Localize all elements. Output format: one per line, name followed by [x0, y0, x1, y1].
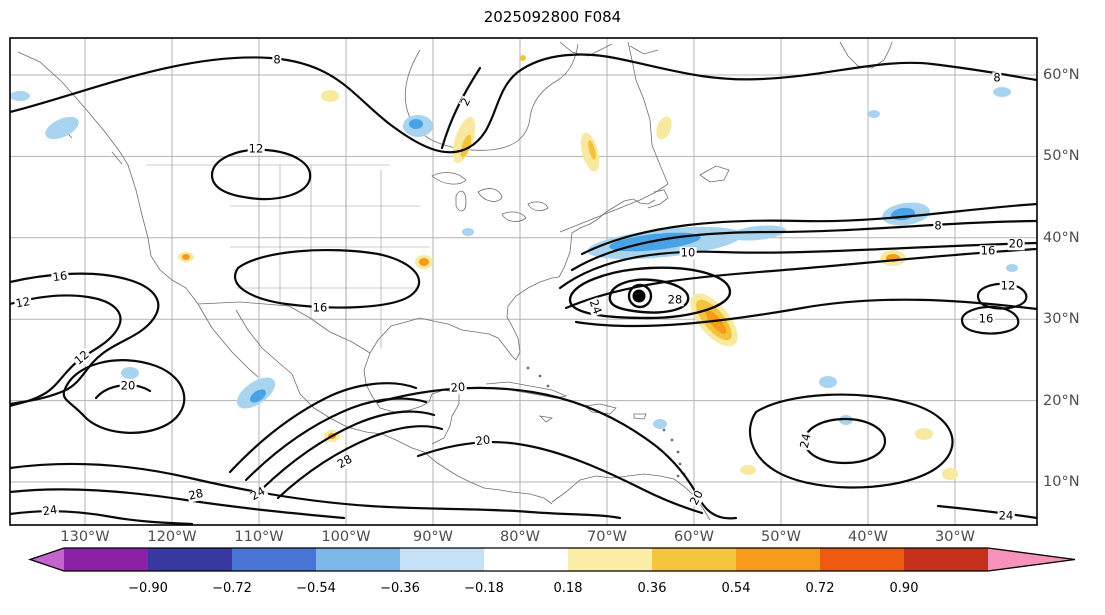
storm-center-dot [632, 289, 646, 303]
colorbar-tick-label: −0.72 [212, 581, 252, 596]
contour-label: 12 [999, 278, 1017, 293]
latitude-tick-label: 20°N [1043, 392, 1080, 409]
contour-label: 8 [933, 218, 943, 233]
contour-label: 20 [473, 432, 493, 449]
contour-label: 12 [13, 294, 33, 311]
colorbar-tick-label: −0.36 [380, 581, 420, 596]
contour-label: 16 [50, 268, 70, 285]
latitude-tick-label: 50°N [1043, 148, 1080, 165]
longitude-tick-label: 80°W [499, 529, 541, 545]
longitude-tick-label: 120°W [147, 529, 197, 545]
contour-label: 16 [979, 243, 997, 258]
coastlines-layer [17, 41, 893, 521]
longitude-tick-label: 70°W [586, 529, 628, 545]
colorbar-tick-label: −0.54 [296, 581, 336, 596]
longitude-tick-label: 100°W [321, 529, 371, 545]
colorbar-tick-label: 0.72 [805, 581, 835, 596]
contour-label: 16 [977, 311, 995, 326]
contour-label: 20 [449, 379, 467, 395]
colorbar-tick-label: 0.18 [553, 581, 583, 596]
colorbar [27, 547, 1076, 572]
contour-label: 20 [1007, 236, 1025, 251]
contour-label: 28 [666, 292, 684, 307]
longitude-tick-label: 110°W [234, 529, 284, 545]
contour-label: 24 [997, 508, 1015, 523]
colorbar-tick-label: 0.54 [721, 581, 751, 596]
gridlines-layer [10, 38, 1037, 525]
contour-label: 16 [311, 300, 329, 315]
longitude-tick-label: 60°W [673, 529, 715, 545]
colorbar-tick-label: 0.36 [637, 581, 667, 596]
longitude-tick-label: 40°W [847, 529, 889, 545]
contour-label: 24 [40, 502, 60, 519]
colorbar-tick-label: 0.90 [889, 581, 919, 596]
latitude-tick-label: 40°N [1043, 229, 1080, 246]
latitude-tick-label: 10°N [1043, 474, 1080, 490]
contour-label: 8 [272, 52, 282, 67]
longitude-tick-label: 130°W [60, 529, 110, 545]
contour-label: 12 [247, 141, 265, 156]
contour-lines-layer [10, 53, 1037, 525]
longitude-tick-label: 90°W [412, 529, 454, 545]
chart-title: 2025092800 F084 [483, 8, 622, 26]
contour-label: 8 [992, 70, 1002, 85]
map-frame [9, 37, 1038, 526]
latitude-tick-label: 60°N [1043, 67, 1080, 83]
contour-label: 10 [679, 245, 697, 260]
latitude-tick-label: 30°N [1043, 311, 1080, 328]
colorbar-tick-label: −0.18 [464, 581, 504, 596]
colorbar-tick-label: −0.90 [128, 581, 168, 596]
longitude-tick-label: 50°W [760, 529, 802, 545]
longitude-tick-label: 30°W [934, 529, 976, 545]
shading-layer [10, 55, 1018, 480]
storm-marker-layer [632, 289, 646, 303]
contour-label: 20 [119, 378, 137, 393]
